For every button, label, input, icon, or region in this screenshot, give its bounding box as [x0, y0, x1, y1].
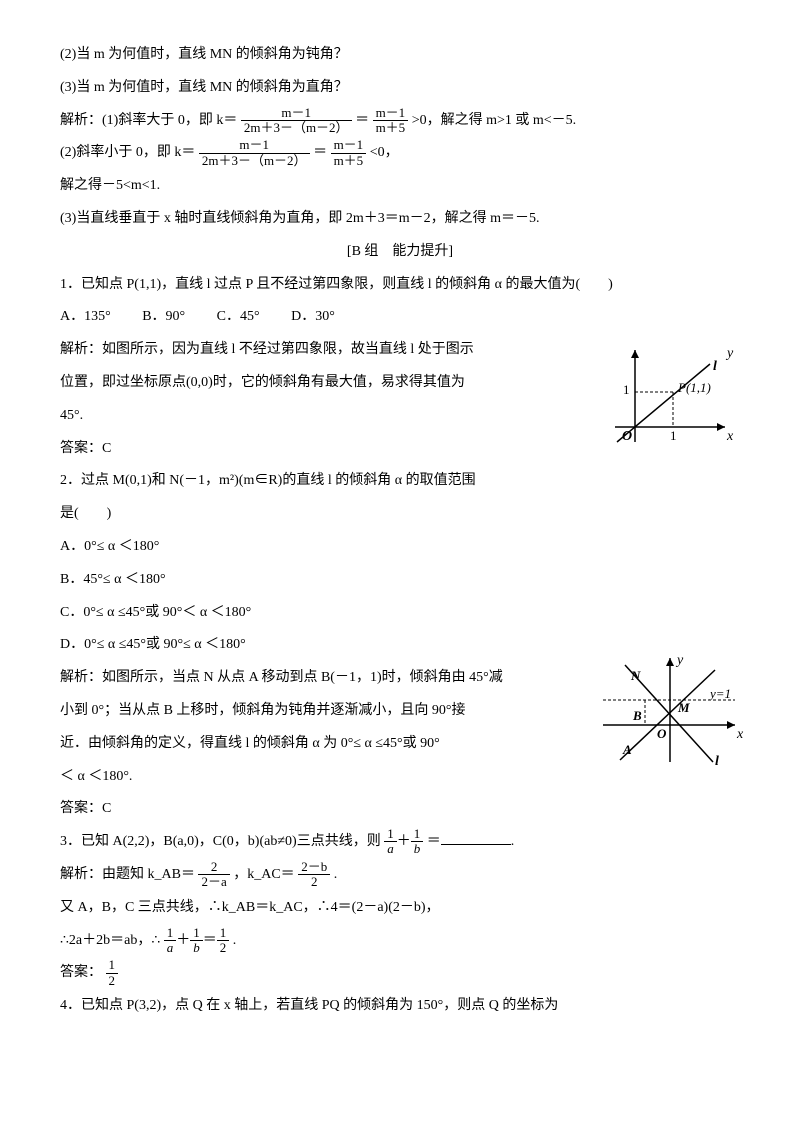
fig2-y: y — [675, 653, 684, 668]
frac-1a2: 1a — [164, 926, 177, 956]
frac-half: 12 — [217, 926, 230, 956]
q2-stem2: 是( ) — [60, 499, 740, 530]
q2-optC: C．0°≤ α ≤45°或 90°＜ α ＜180° — [60, 598, 740, 629]
q2-exp3: 近．由倾斜角的定义，得直线 l 的倾斜角 α 为 0°≤ α ≤45°或 90° — [60, 729, 540, 760]
pre-sol3: (3)当直线垂直于 x 轴时直线倾斜角为直角，即 2m＋3＝m－2，解之得 m＝… — [60, 204, 740, 235]
frac-1a: 1a — [384, 827, 397, 857]
q1-optB: B．90° — [142, 309, 185, 324]
q3-exp1: 解析：由题知 k_AB＝ 22－a ，k_AC＝ 2－b2 . — [60, 860, 740, 891]
fig1-x: x — [726, 429, 734, 444]
fig2-y1: y=1 — [708, 686, 731, 701]
fig2-n: N — [630, 668, 641, 683]
q1-stem: 1．已知点 P(1,1)，直线 l 过点 P 且不经过第四象限，则直线 l 的倾… — [60, 270, 740, 301]
q1-optD: D．30° — [291, 309, 335, 324]
q3-exp2: 又 A，B，C 三点共线，∴k_AB＝k_AC，∴4＝(2－a)(2－b)， — [60, 893, 740, 924]
q1-exp1: 解析：如图所示，因为直线 l 不经过第四象限，故当直线 l 处于图示 — [60, 335, 540, 366]
q3-exp1-suffix: . — [334, 867, 338, 882]
q3-exp3-suffix: . — [233, 933, 237, 948]
frac-k1b: m－1m＋5 — [373, 106, 409, 136]
q2-ans: 答案：C — [60, 794, 740, 825]
frac-k2b: m－1m＋5 — [331, 138, 367, 168]
q3-exp3-prefix: ∴2a＋2b＝ab，∴ — [60, 933, 160, 948]
sol1-suffix: >0，解之得 m>1 或 m<－5. — [412, 113, 576, 128]
q2-optA: A．0°≤ α ＜180° — [60, 532, 740, 563]
pre-sol1: 解析：(1)斜率大于 0，即 k＝ m－12m＋3－（m－2） ＝ m－1m＋5… — [60, 106, 740, 137]
fig2-o: O — [657, 726, 667, 741]
q3-exp1-mid: ，k_AC＝ — [233, 867, 294, 882]
fig1-o: O — [622, 429, 632, 444]
frac-kac: 2－b2 — [298, 860, 330, 890]
q1-optC: C．45° — [217, 309, 260, 324]
q2-exp2: 小到 0°；当从点 B 上移时，倾斜角为钝角并逐渐减小，且向 90°接 — [60, 696, 540, 727]
fig2-x: x — [736, 727, 744, 742]
q1-exp2: 位置，即过坐标原点(0,0)时，它的倾斜角有最大值，易求得其值为 — [60, 368, 540, 399]
frac-half-ans: 12 — [106, 958, 119, 988]
figure-2: y x l N M B A O y=1 — [595, 650, 745, 770]
q3-stem-prefix: 3．已知 A(2,2)，B(a,0)，C(0，b)(ab≠0)三点共线，则 — [60, 834, 381, 849]
q3-ans: 答案： 12 — [60, 958, 740, 989]
frac-kab: 22－a — [198, 860, 229, 890]
fig2-l: l — [715, 754, 719, 769]
q3-exp3: ∴2a＋2b＝ab，∴ 1a＋1b＝12 . — [60, 926, 740, 957]
q1-optA: A．135° — [60, 309, 111, 324]
fig1-1x: 1 — [670, 428, 677, 443]
q4-stem: 4．已知点 P(3,2)，点 Q 在 x 轴上，若直线 PQ 的倾斜角为 150… — [60, 991, 740, 1022]
q2-stem1: 2．过点 M(0,1)和 N(－1，m²)(m∈R)的直线 l 的倾斜角 α 的… — [60, 466, 540, 497]
q2-exp1: 解析：如图所示，当点 N 从点 A 移动到点 B(－1，1)时，倾斜角由 45°… — [60, 663, 540, 694]
frac-1b: 1b — [411, 827, 424, 857]
q1-options: A．135° B．90° C．45° D．30° — [60, 302, 740, 333]
figure-1: y x l P(1,1) 1 1 O — [605, 342, 735, 452]
sol2-suffix: <0， — [370, 145, 399, 160]
frac-1b2: 1b — [190, 926, 203, 956]
sol1-prefix: 解析：(1)斜率大于 0，即 k＝ — [60, 113, 237, 128]
pre-q3: (3)当 m 为何值时，直线 MN 的倾斜角为直角？ — [60, 73, 740, 104]
fig1-y: y — [725, 346, 734, 361]
fig2-m: M — [677, 700, 690, 715]
fig1-p: P(1,1) — [677, 380, 711, 395]
pre-sol2: (2)斜率小于 0，即 k＝ m－12m＋3－（m－2） ＝ m－1m＋5 <0… — [60, 138, 740, 169]
section-b-title: [B 组 能力提升] — [60, 237, 740, 268]
frac-k2a: m－12m＋3－（m－2） — [199, 138, 310, 168]
blank-fill — [441, 831, 511, 845]
pre-q2: (2)当 m 为何值时，直线 MN 的倾斜角为钝角？ — [60, 40, 740, 71]
q2-exp4: ＜ α ＜180°. — [60, 762, 540, 793]
q3-stem: 3．已知 A(2,2)，B(a,0)，C(0，b)(ab≠0)三点共线，则 1a… — [60, 827, 740, 858]
q3-ans-prefix: 答案： — [60, 965, 102, 980]
fig1-l: l — [713, 359, 717, 374]
q3-stem-suffix: ＝ — [427, 834, 441, 849]
pre-sol2-line2: 解之得－5<m<1. — [60, 171, 740, 202]
q1-exp3: 45°. — [60, 401, 540, 432]
q2-optB: B．45°≤ α ＜180° — [60, 565, 740, 596]
q3-exp1-prefix: 解析：由题知 k_AB＝ — [60, 867, 195, 882]
sol2-prefix: (2)斜率小于 0，即 k＝ — [60, 145, 195, 160]
fig2-b: B — [632, 708, 642, 723]
fig1-1y: 1 — [623, 382, 630, 397]
frac-k1a: m－12m＋3－（m－2） — [241, 106, 352, 136]
fig2-a: A — [622, 742, 632, 757]
